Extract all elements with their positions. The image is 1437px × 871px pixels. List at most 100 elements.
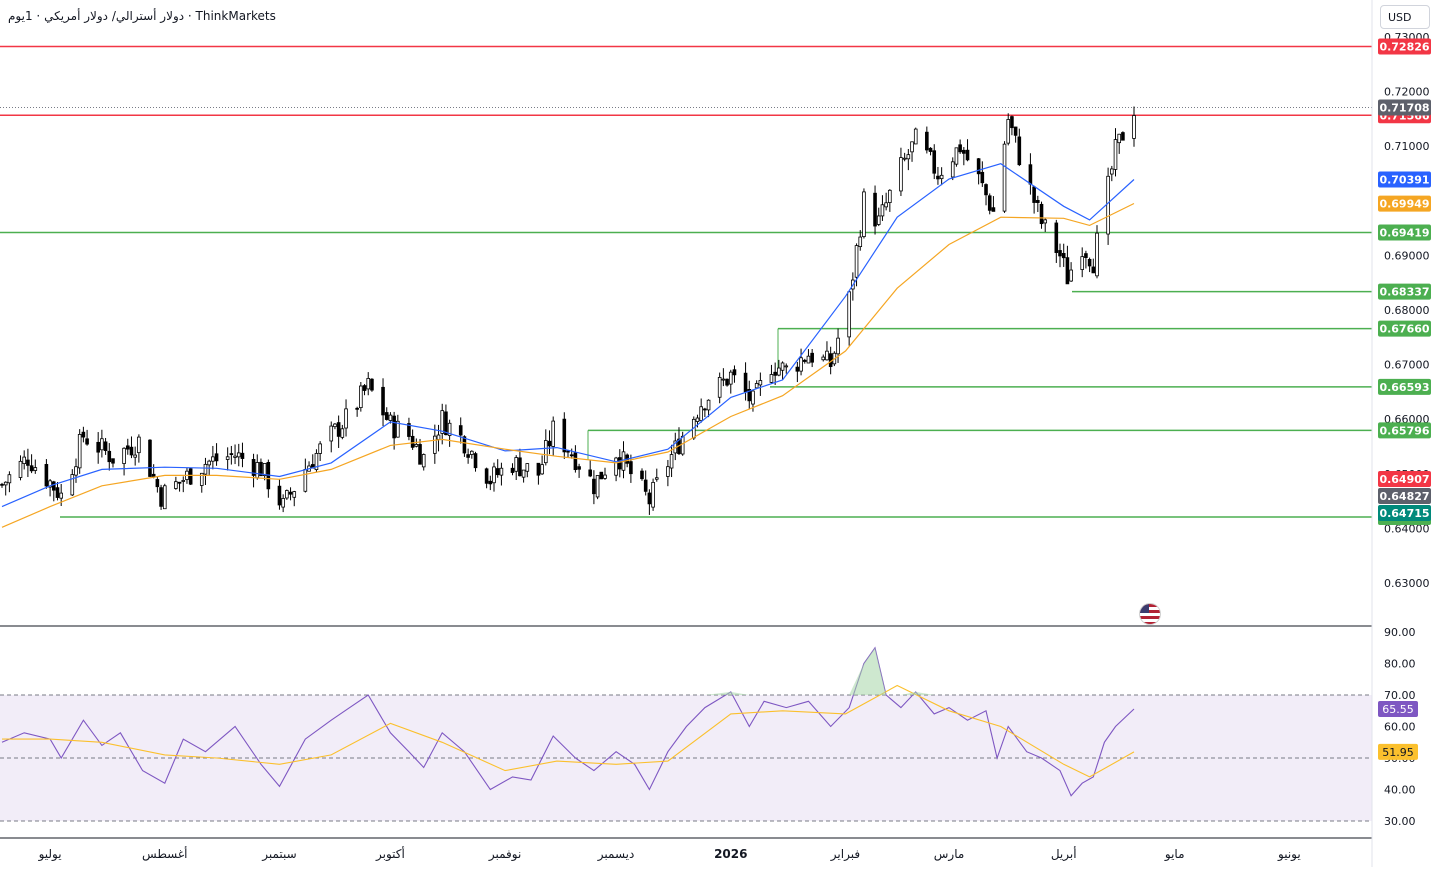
candle-147 — [758, 372, 763, 396]
candle-body — [7, 474, 12, 484]
ma_fast-line — [1, 163, 1135, 508]
price-tick-label-6: 0.69000 — [1384, 249, 1430, 262]
candle-body — [732, 369, 737, 376]
candle-body — [1032, 186, 1036, 203]
time-label-9: أبريل — [1051, 846, 1077, 862]
candle-body — [96, 441, 100, 453]
price-badge-2-bg — [1378, 195, 1431, 212]
candle-35 — [181, 476, 186, 493]
candle-101 — [521, 469, 526, 483]
candle-114 — [592, 470, 596, 505]
header-separator: · — [32, 9, 45, 23]
candle-208 — [1080, 247, 1085, 278]
time-label-2: سبتمبر — [261, 847, 296, 862]
level-badge-2-text: 0.69419 — [1379, 227, 1429, 240]
candle-215 — [1113, 128, 1118, 177]
candle-218 — [1132, 106, 1136, 147]
candle-body — [29, 465, 34, 472]
candle-body — [666, 466, 670, 477]
rsi-value-badge-text: 65.55 — [1382, 703, 1414, 716]
candle-94 — [488, 475, 493, 491]
level-badge-0-text: 0.72826 — [1379, 41, 1429, 54]
candle-body — [1013, 126, 1018, 136]
price-badge-2-text: 0.69949 — [1379, 198, 1429, 211]
level-badge-0-bg — [1378, 38, 1431, 55]
price-badge-4-text: 0.64827 — [1379, 490, 1429, 503]
rsi-tick-label-5: 80.00 — [1384, 658, 1416, 671]
candle-body — [680, 435, 685, 455]
candle-50 — [259, 458, 263, 477]
candle-56 — [288, 487, 293, 501]
candle-body — [987, 195, 992, 211]
candle-157 — [810, 348, 814, 368]
candle-body — [421, 454, 426, 468]
candle-body — [285, 490, 289, 499]
candle-body — [806, 355, 811, 364]
candle-body — [188, 468, 193, 485]
candle-body — [595, 475, 600, 498]
candle-77 — [396, 414, 400, 438]
candle-body — [821, 356, 826, 361]
candle-body — [1069, 269, 1073, 282]
interval-label[interactable]: 1يوم — [8, 9, 33, 23]
candle-64 — [333, 423, 337, 430]
time-label-3: أكتوبر — [375, 846, 405, 862]
candle-body — [484, 468, 489, 484]
candle-78 — [407, 417, 411, 441]
candle-body — [1106, 175, 1110, 235]
candle-body — [592, 478, 596, 495]
candle-192 — [991, 196, 996, 212]
candle-9 — [48, 478, 52, 497]
candle-85 — [440, 403, 445, 445]
candle-33 — [174, 476, 178, 490]
candle-205 — [1061, 243, 1066, 267]
price-tick-label-0: 0.63000 — [1384, 577, 1430, 590]
candle-207 — [1069, 262, 1073, 282]
us-flag-icon[interactable] — [1139, 603, 1161, 625]
time-label-11: يونيو — [1277, 847, 1301, 862]
candle-body — [329, 425, 334, 442]
symbol-name[interactable]: دولار أسترالي/ دولار أمريكي — [44, 9, 185, 23]
candle-115 — [595, 475, 600, 500]
candle-167 — [862, 188, 866, 239]
candle-31 — [159, 484, 163, 510]
candle-214 — [1110, 165, 1114, 182]
candle-body — [669, 454, 674, 469]
candle-body — [784, 365, 789, 368]
candle-71 — [366, 372, 371, 396]
currency-button[interactable]: USD — [1380, 5, 1430, 29]
rsi-tick-label-1: 40.00 — [1384, 784, 1416, 797]
candle-body — [747, 389, 752, 402]
candle-body — [950, 161, 955, 178]
candle-body — [0, 483, 4, 486]
candle-81 — [418, 438, 422, 465]
candle-107 — [551, 416, 556, 456]
candle-0 — [0, 482, 4, 488]
candle-204 — [1058, 243, 1062, 268]
rsi_ma-value-badge-text: 51.95 — [1382, 746, 1414, 759]
candle-103 — [536, 462, 541, 485]
candle-body — [958, 144, 962, 153]
candle-body — [51, 481, 56, 491]
candle-body — [976, 158, 981, 175]
candle-body — [18, 460, 23, 478]
candle-152 — [784, 363, 789, 374]
candle-body — [233, 455, 237, 458]
candle-39 — [203, 457, 208, 486]
candle-body — [847, 291, 851, 338]
candle-body — [211, 456, 215, 462]
candle-187 — [965, 139, 970, 162]
candle-148 — [769, 364, 774, 385]
level-badge-5-bg — [1378, 378, 1431, 395]
candle-body — [418, 444, 422, 465]
candle-body — [174, 481, 178, 489]
ma_slow-line — [1, 202, 1135, 528]
candle-19 — [100, 429, 104, 458]
candle-15 — [77, 429, 82, 474]
candle-body — [876, 215, 881, 225]
candle-53 — [277, 478, 282, 510]
candle-body — [562, 418, 567, 453]
candle-body — [370, 378, 374, 391]
